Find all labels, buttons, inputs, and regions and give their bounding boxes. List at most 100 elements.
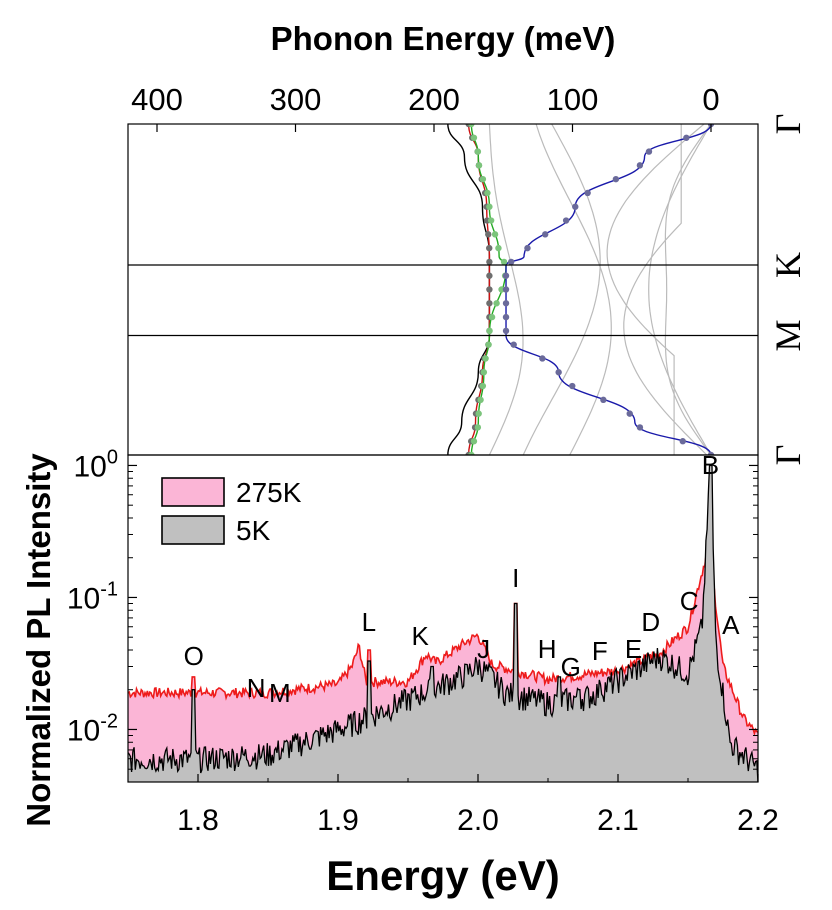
k-label-0: Γ (768, 114, 808, 135)
x-axis-title: Energy (eV) (326, 852, 559, 899)
green-branch-marker (500, 258, 508, 266)
red-branch-marker (485, 231, 492, 238)
x-tick-label-1: 1.9 (317, 804, 359, 837)
blue-branch-marker (541, 231, 549, 238)
pl-frame (127, 454, 759, 783)
y-tick-exponent: -1 (100, 578, 118, 600)
y-tick-label-1: 10-1 (67, 578, 118, 615)
red-branch-marker (486, 272, 493, 279)
peak-label-K: K (412, 621, 430, 651)
series-5K-area (128, 465, 758, 782)
green-branch-marker (486, 327, 493, 335)
blue-branch-marker (572, 203, 579, 210)
green-branch-marker (487, 217, 495, 224)
peak-label-D: D (641, 607, 660, 637)
branch-outer (447, 124, 491, 455)
k-label-2: M (768, 320, 808, 352)
green-branch-marker (474, 424, 482, 431)
peak-label-G: G (561, 652, 581, 682)
peak-label-A: A (722, 610, 740, 640)
peak-label-N: N (247, 673, 266, 703)
legend-label-5K: 5K (236, 515, 271, 546)
blue-branch-marker (569, 382, 576, 390)
grey-mode-6 (664, 124, 712, 455)
green-branch-marker (468, 451, 475, 455)
green-branch-marker (488, 313, 496, 321)
blue-branch-marker (539, 355, 546, 362)
green-branch-marker (470, 134, 478, 141)
blue-branch-marker (507, 258, 515, 266)
y-tick-label-2: 100 (74, 446, 119, 483)
blue-branch-marker (600, 396, 607, 404)
green-branch-marker (482, 355, 489, 362)
green-branch-marker (484, 189, 491, 197)
blue-branch-marker (502, 327, 510, 335)
green-branch-marker (485, 341, 492, 348)
blue-branch-marker (502, 313, 510, 321)
peak-label-I: I (512, 563, 519, 593)
series-5K-line (128, 464, 758, 782)
y-tick-exponent: -2 (100, 710, 118, 732)
peak-label-L: L (362, 607, 376, 637)
y-tick-mantissa: 10 (67, 582, 100, 615)
green-branch-marker (495, 244, 502, 252)
blue-branch-marker (626, 410, 633, 417)
green-branch-marker (474, 148, 482, 155)
peak-label-C: C (680, 586, 699, 616)
x-tick-label-4: 2.2 (737, 804, 779, 837)
top-tick-label-1: 300 (270, 82, 322, 117)
blue-branch-marker (707, 451, 715, 455)
y-tick-exponent: 0 (107, 446, 118, 468)
blue-branch-marker (584, 189, 591, 197)
pl-plot-area (128, 464, 758, 782)
legend-label-275K: 275K (236, 477, 302, 508)
top-tick-label-2: 200 (408, 82, 460, 117)
blue-branch-marker (562, 217, 570, 224)
blue-branch-marker (636, 162, 644, 169)
blue-branch-marker (683, 134, 690, 141)
blue-branch-marker (524, 244, 531, 252)
green-branch-marker (468, 124, 475, 128)
grey-mode-1 (522, 124, 601, 455)
red-branch-marker (486, 258, 493, 266)
green-branch-marker (498, 286, 505, 293)
green-branch-marker (477, 396, 484, 404)
red-branch-marker (486, 300, 493, 307)
peak-label-J: J (477, 634, 490, 664)
peak-label-F: F (592, 636, 608, 666)
grey-mode-5 (648, 124, 712, 455)
blue-branch-marker (636, 424, 644, 431)
branch-blue (505, 124, 712, 455)
green-branch-marker (480, 369, 488, 376)
k-label-3: Γ (768, 445, 808, 466)
green-branch-marker (479, 382, 487, 390)
blue-branch-marker (645, 148, 653, 155)
blue-branch-marker (555, 369, 562, 376)
x-tick-label-2: 2.0 (457, 804, 499, 837)
peak-label-O: O (184, 641, 204, 671)
top-tick-label-4: 0 (702, 82, 719, 117)
x-tick-label-3: 2.1 (597, 804, 639, 837)
blue-branch-marker (502, 272, 510, 279)
blue-branch-marker (510, 341, 517, 348)
blue-branch-marker (679, 438, 686, 445)
x-tick-label-0: 1.8 (177, 804, 219, 837)
y-tick-mantissa: 10 (74, 450, 107, 483)
k-label-1: K (768, 252, 808, 278)
green-branch-marker (493, 300, 500, 307)
legend-swatch-5K (161, 515, 225, 545)
red-branch-marker (486, 286, 493, 293)
dispersion-frame (127, 123, 759, 456)
peak-label-H: H (538, 634, 557, 664)
green-branch-marker (479, 175, 487, 183)
green-branch-marker (491, 231, 499, 238)
top-axis-title: Phonon Energy (meV) (271, 20, 616, 57)
grey-mode-2 (535, 124, 612, 455)
y-tick-label-0: 10-2 (67, 710, 118, 747)
peak-label-E: E (625, 634, 642, 664)
legend-swatch-275K (161, 477, 225, 507)
y-axis-title: Normalized PL Intensity (20, 453, 57, 827)
green-branch-marker (470, 438, 478, 445)
blue-branch-marker (612, 175, 620, 183)
